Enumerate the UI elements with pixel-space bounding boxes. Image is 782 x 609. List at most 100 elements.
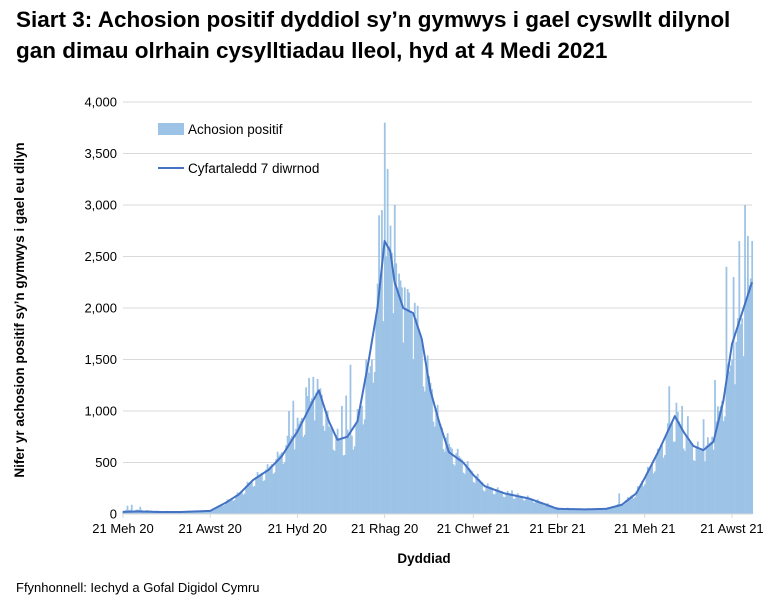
bar bbox=[228, 499, 230, 514]
bar bbox=[691, 443, 694, 514]
bar bbox=[591, 508, 593, 514]
bar bbox=[488, 486, 491, 514]
bar bbox=[724, 416, 726, 514]
bar bbox=[402, 342, 405, 514]
bar bbox=[622, 505, 625, 514]
bar bbox=[732, 277, 735, 514]
bar bbox=[303, 434, 306, 514]
bar bbox=[536, 499, 539, 514]
bar bbox=[529, 498, 532, 514]
bar bbox=[513, 498, 516, 514]
bar bbox=[682, 448, 685, 514]
bar bbox=[552, 507, 555, 514]
bar bbox=[225, 501, 227, 514]
bar bbox=[628, 497, 631, 514]
bar bbox=[678, 421, 681, 514]
bar bbox=[459, 457, 462, 514]
bar bbox=[320, 394, 323, 514]
bar bbox=[455, 453, 458, 514]
bar bbox=[260, 472, 263, 514]
bar bbox=[602, 509, 605, 514]
bar bbox=[471, 471, 473, 514]
bar bbox=[249, 481, 252, 514]
bar bbox=[212, 510, 215, 514]
bar bbox=[451, 448, 453, 514]
bar bbox=[205, 510, 207, 514]
bar bbox=[729, 365, 732, 514]
bar bbox=[428, 376, 430, 514]
bar bbox=[728, 371, 731, 514]
bar bbox=[378, 215, 380, 515]
y-tick-label: 2,000 bbox=[84, 301, 117, 316]
x-tick-label: 21 Rhag 20 bbox=[351, 521, 418, 536]
bar bbox=[426, 355, 429, 514]
bar bbox=[386, 168, 389, 514]
bar bbox=[639, 483, 642, 514]
y-tick-label: 4,000 bbox=[84, 95, 117, 110]
bar bbox=[515, 494, 518, 514]
bar bbox=[293, 449, 296, 514]
bar bbox=[202, 511, 205, 514]
bar bbox=[632, 498, 635, 514]
bar bbox=[619, 504, 622, 514]
bar bbox=[229, 498, 232, 514]
bar bbox=[232, 500, 235, 514]
bar bbox=[655, 456, 658, 514]
bar bbox=[522, 500, 525, 514]
bar bbox=[508, 493, 511, 514]
bar bbox=[712, 449, 715, 514]
bar bbox=[496, 487, 499, 514]
bar bbox=[525, 496, 528, 514]
bar bbox=[325, 413, 328, 514]
bar bbox=[692, 460, 695, 514]
bar bbox=[442, 449, 445, 514]
x-tick-label: 21 Ebr 21 bbox=[529, 521, 585, 536]
x-tick-label: 21 Chwef 21 bbox=[437, 521, 510, 536]
bar bbox=[511, 490, 513, 514]
bar bbox=[578, 508, 581, 514]
bar bbox=[734, 384, 736, 514]
bar bbox=[512, 498, 515, 514]
bar bbox=[272, 473, 275, 514]
bar bbox=[714, 380, 716, 514]
line-series bbox=[122, 240, 753, 513]
bar bbox=[476, 473, 479, 514]
bar bbox=[345, 395, 348, 514]
bar bbox=[416, 305, 419, 514]
bar bbox=[699, 450, 702, 514]
bar bbox=[546, 503, 549, 514]
bar bbox=[751, 241, 754, 515]
y-tick-label: 3,000 bbox=[84, 198, 117, 213]
bar bbox=[641, 481, 643, 514]
bar bbox=[313, 420, 316, 514]
bar bbox=[671, 421, 674, 514]
bar bbox=[273, 472, 276, 514]
bar bbox=[285, 445, 288, 514]
bar bbox=[676, 412, 679, 514]
bar bbox=[275, 459, 278, 514]
bar bbox=[139, 506, 142, 514]
bar bbox=[196, 510, 199, 514]
bar bbox=[606, 507, 609, 514]
bar bbox=[256, 472, 259, 514]
bar bbox=[238, 493, 240, 514]
x-tick-label: 21 Awst 21 bbox=[700, 521, 763, 536]
bar bbox=[609, 507, 612, 514]
bar bbox=[421, 344, 423, 514]
bar bbox=[248, 483, 250, 514]
bar bbox=[548, 504, 551, 514]
bar bbox=[528, 497, 531, 514]
bar bbox=[263, 480, 266, 514]
x-tick-label: 21 Awst 20 bbox=[179, 521, 242, 536]
bar bbox=[423, 391, 426, 514]
bars-series bbox=[122, 122, 754, 515]
bar bbox=[705, 445, 708, 514]
bar bbox=[290, 435, 293, 514]
bar bbox=[223, 505, 226, 514]
bar bbox=[509, 493, 512, 514]
bar bbox=[452, 464, 455, 514]
chart-title: Siart 3: Achosion positif dyddiol sy’n g… bbox=[16, 7, 731, 63]
bar bbox=[250, 480, 253, 514]
bar bbox=[502, 496, 505, 514]
